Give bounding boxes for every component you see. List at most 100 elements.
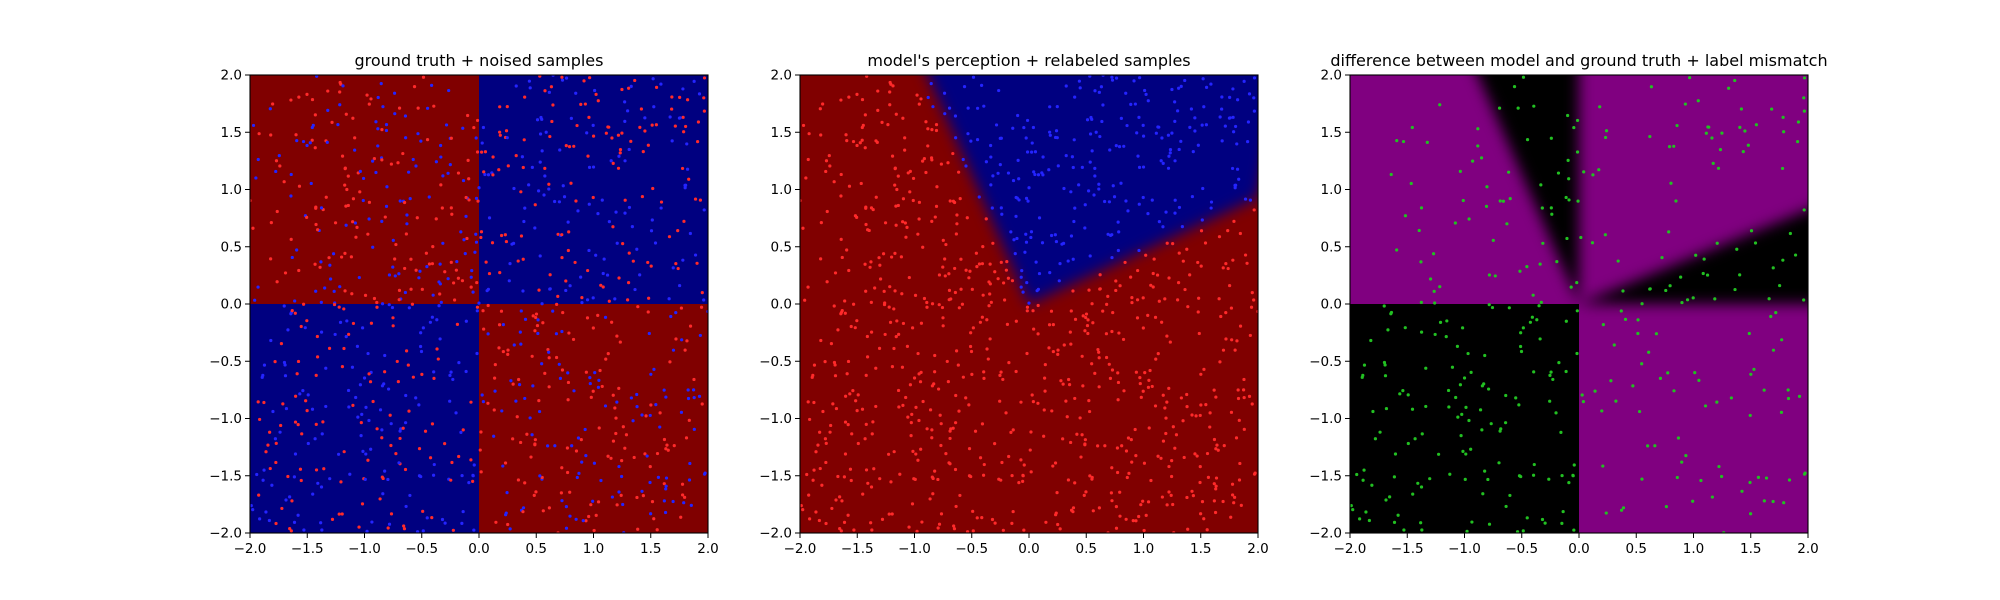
scatter-point (420, 372, 424, 376)
scatter-point (959, 287, 963, 291)
mismatch-point (1802, 472, 1807, 476)
scatter-point (823, 360, 827, 364)
scatter-point (839, 98, 843, 102)
mismatch-point (1598, 105, 1602, 109)
scatter-point (646, 260, 650, 265)
mismatch-point (1582, 170, 1586, 174)
scatter-point (367, 217, 371, 221)
scatter-point (461, 178, 466, 183)
scatter-point (886, 123, 890, 127)
scatter-point (474, 232, 478, 236)
scatter-point (1160, 495, 1164, 499)
scatter-point (1111, 310, 1115, 315)
scatter-point (1009, 430, 1013, 434)
scatter-point (667, 297, 671, 301)
scatter-point (427, 262, 432, 266)
scatter-point (536, 318, 540, 322)
scatter-point (432, 376, 436, 380)
scatter-point (262, 400, 266, 405)
scatter-point (654, 403, 658, 407)
scatter-point (967, 474, 972, 478)
x-tick-label: 1.0 (583, 541, 604, 557)
x-tick-label: −0.5 (1505, 541, 1538, 557)
scatter-point (419, 331, 423, 335)
scatter-point (1041, 173, 1045, 177)
scatter-point (1232, 130, 1236, 134)
scatter-point (313, 146, 317, 150)
scatter-point (652, 105, 656, 109)
scatter-point (432, 370, 436, 374)
scatter-point (615, 503, 619, 507)
scatter-point (899, 255, 903, 259)
scatter-point (1191, 494, 1195, 498)
scatter-point (1124, 449, 1129, 453)
scatter-point (649, 372, 653, 376)
y-tick-label: 1.0 (1321, 182, 1342, 198)
scatter-point (587, 165, 592, 169)
scatter-point (635, 495, 639, 500)
scatter-point (1065, 415, 1069, 419)
mismatch-point (1437, 452, 1441, 456)
scatter-point (561, 310, 565, 315)
scatter-point (566, 248, 570, 253)
scatter-point (1130, 460, 1134, 464)
scatter-point (646, 310, 650, 314)
scatter-point (1062, 186, 1066, 191)
mismatch-point (1403, 326, 1407, 330)
scatter-point (1036, 332, 1040, 336)
scatter-point (446, 171, 450, 175)
scatter-point (1228, 116, 1232, 120)
scatter-point (1165, 400, 1169, 404)
scatter-point (844, 394, 848, 398)
scatter-point (283, 374, 288, 378)
scatter-point (700, 402, 704, 406)
scatter-point (1019, 275, 1023, 279)
scatter-point (1107, 200, 1112, 204)
scatter-point (833, 374, 838, 378)
scatter-point (310, 125, 314, 130)
x-tick-label: −2.0 (784, 541, 817, 557)
mismatch-point (1781, 258, 1785, 262)
scatter-point (1081, 384, 1085, 388)
scatter-point (1168, 151, 1172, 155)
panel-difference: difference between model and ground trut… (1309, 51, 1827, 557)
scatter-point (671, 348, 676, 352)
scatter-point (1118, 514, 1122, 518)
scatter-point (1142, 461, 1147, 465)
scatter-point (1199, 229, 1204, 233)
mismatch-point (1749, 229, 1754, 233)
scatter-point (894, 204, 898, 208)
scatter-point (1139, 503, 1143, 507)
scatter-point (911, 449, 915, 453)
mismatch-point (1485, 185, 1489, 189)
mismatch-point (1537, 304, 1541, 308)
scatter-point (1176, 298, 1180, 302)
scatter-point (1242, 79, 1246, 83)
scatter-point (1115, 446, 1120, 450)
scatter-point (547, 187, 551, 191)
scatter-point (1214, 395, 1218, 399)
scatter-point (664, 395, 668, 399)
mismatch-point (1572, 528, 1576, 532)
scatter-point (297, 95, 301, 99)
scatter-point (1114, 144, 1118, 148)
scatter-point (1146, 99, 1150, 103)
scatter-point (1130, 296, 1134, 300)
scatter-point (1032, 170, 1036, 174)
scatter-point (974, 251, 978, 255)
scatter-point (620, 87, 624, 92)
scatter-point (623, 446, 627, 450)
scatter-point (448, 399, 452, 403)
scatter-point (1064, 84, 1068, 88)
scatter-point (834, 498, 838, 502)
scatter-point (849, 478, 853, 483)
scatter-point (409, 257, 413, 261)
scatter-point (518, 330, 522, 334)
scatter-point (367, 200, 372, 204)
scatter-point (587, 115, 591, 119)
scatter-point (556, 232, 560, 236)
scatter-point (1186, 527, 1190, 531)
scatter-point (668, 115, 672, 119)
scatter-point (999, 260, 1003, 264)
scatter-point (591, 123, 595, 127)
